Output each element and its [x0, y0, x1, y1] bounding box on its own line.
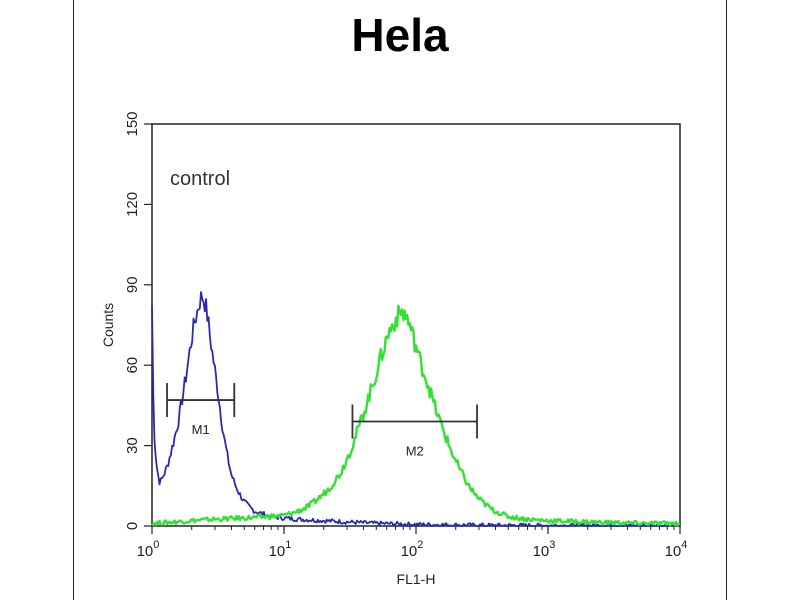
series-1-trace — [151, 291, 681, 527]
x-ticks: 100 101 102 103 104 — [137, 526, 688, 560]
y-tick-label: 120 — [124, 192, 141, 217]
series-layer — [151, 291, 681, 527]
series-2-trace — [151, 304, 680, 527]
marker-m1: M1 — [166, 383, 236, 437]
x-axis-label: FL1-H — [397, 571, 436, 587]
x-tick-label: 102 — [401, 539, 424, 560]
x-tick-label: 101 — [269, 539, 292, 560]
x-tick-label: 100 — [137, 539, 160, 560]
y-tick-label: 60 — [124, 357, 141, 374]
y-axis-label: Counts — [100, 303, 116, 347]
frame-left-border — [73, 0, 74, 600]
chart-title: Hela — [351, 9, 449, 61]
y-tick-label: 150 — [124, 111, 141, 136]
y-tick-label: 90 — [124, 276, 141, 293]
x-tick-label: 104 — [665, 539, 688, 560]
marker-m2-label: M2 — [406, 443, 424, 458]
annotation-control: control — [170, 168, 230, 190]
marker-m2: M2 — [351, 404, 478, 458]
frame-right-border — [726, 0, 727, 600]
y-tick-label: 0 — [124, 522, 141, 530]
y-tick-label: 30 — [124, 437, 141, 454]
y-ticks: 0 30 60 90 120 150 — [124, 111, 152, 530]
marker-m1-label: M1 — [192, 422, 210, 437]
marker-layer: M1 M2 — [166, 383, 478, 458]
plot-area — [151, 123, 681, 527]
x-tick-label: 103 — [533, 539, 556, 560]
